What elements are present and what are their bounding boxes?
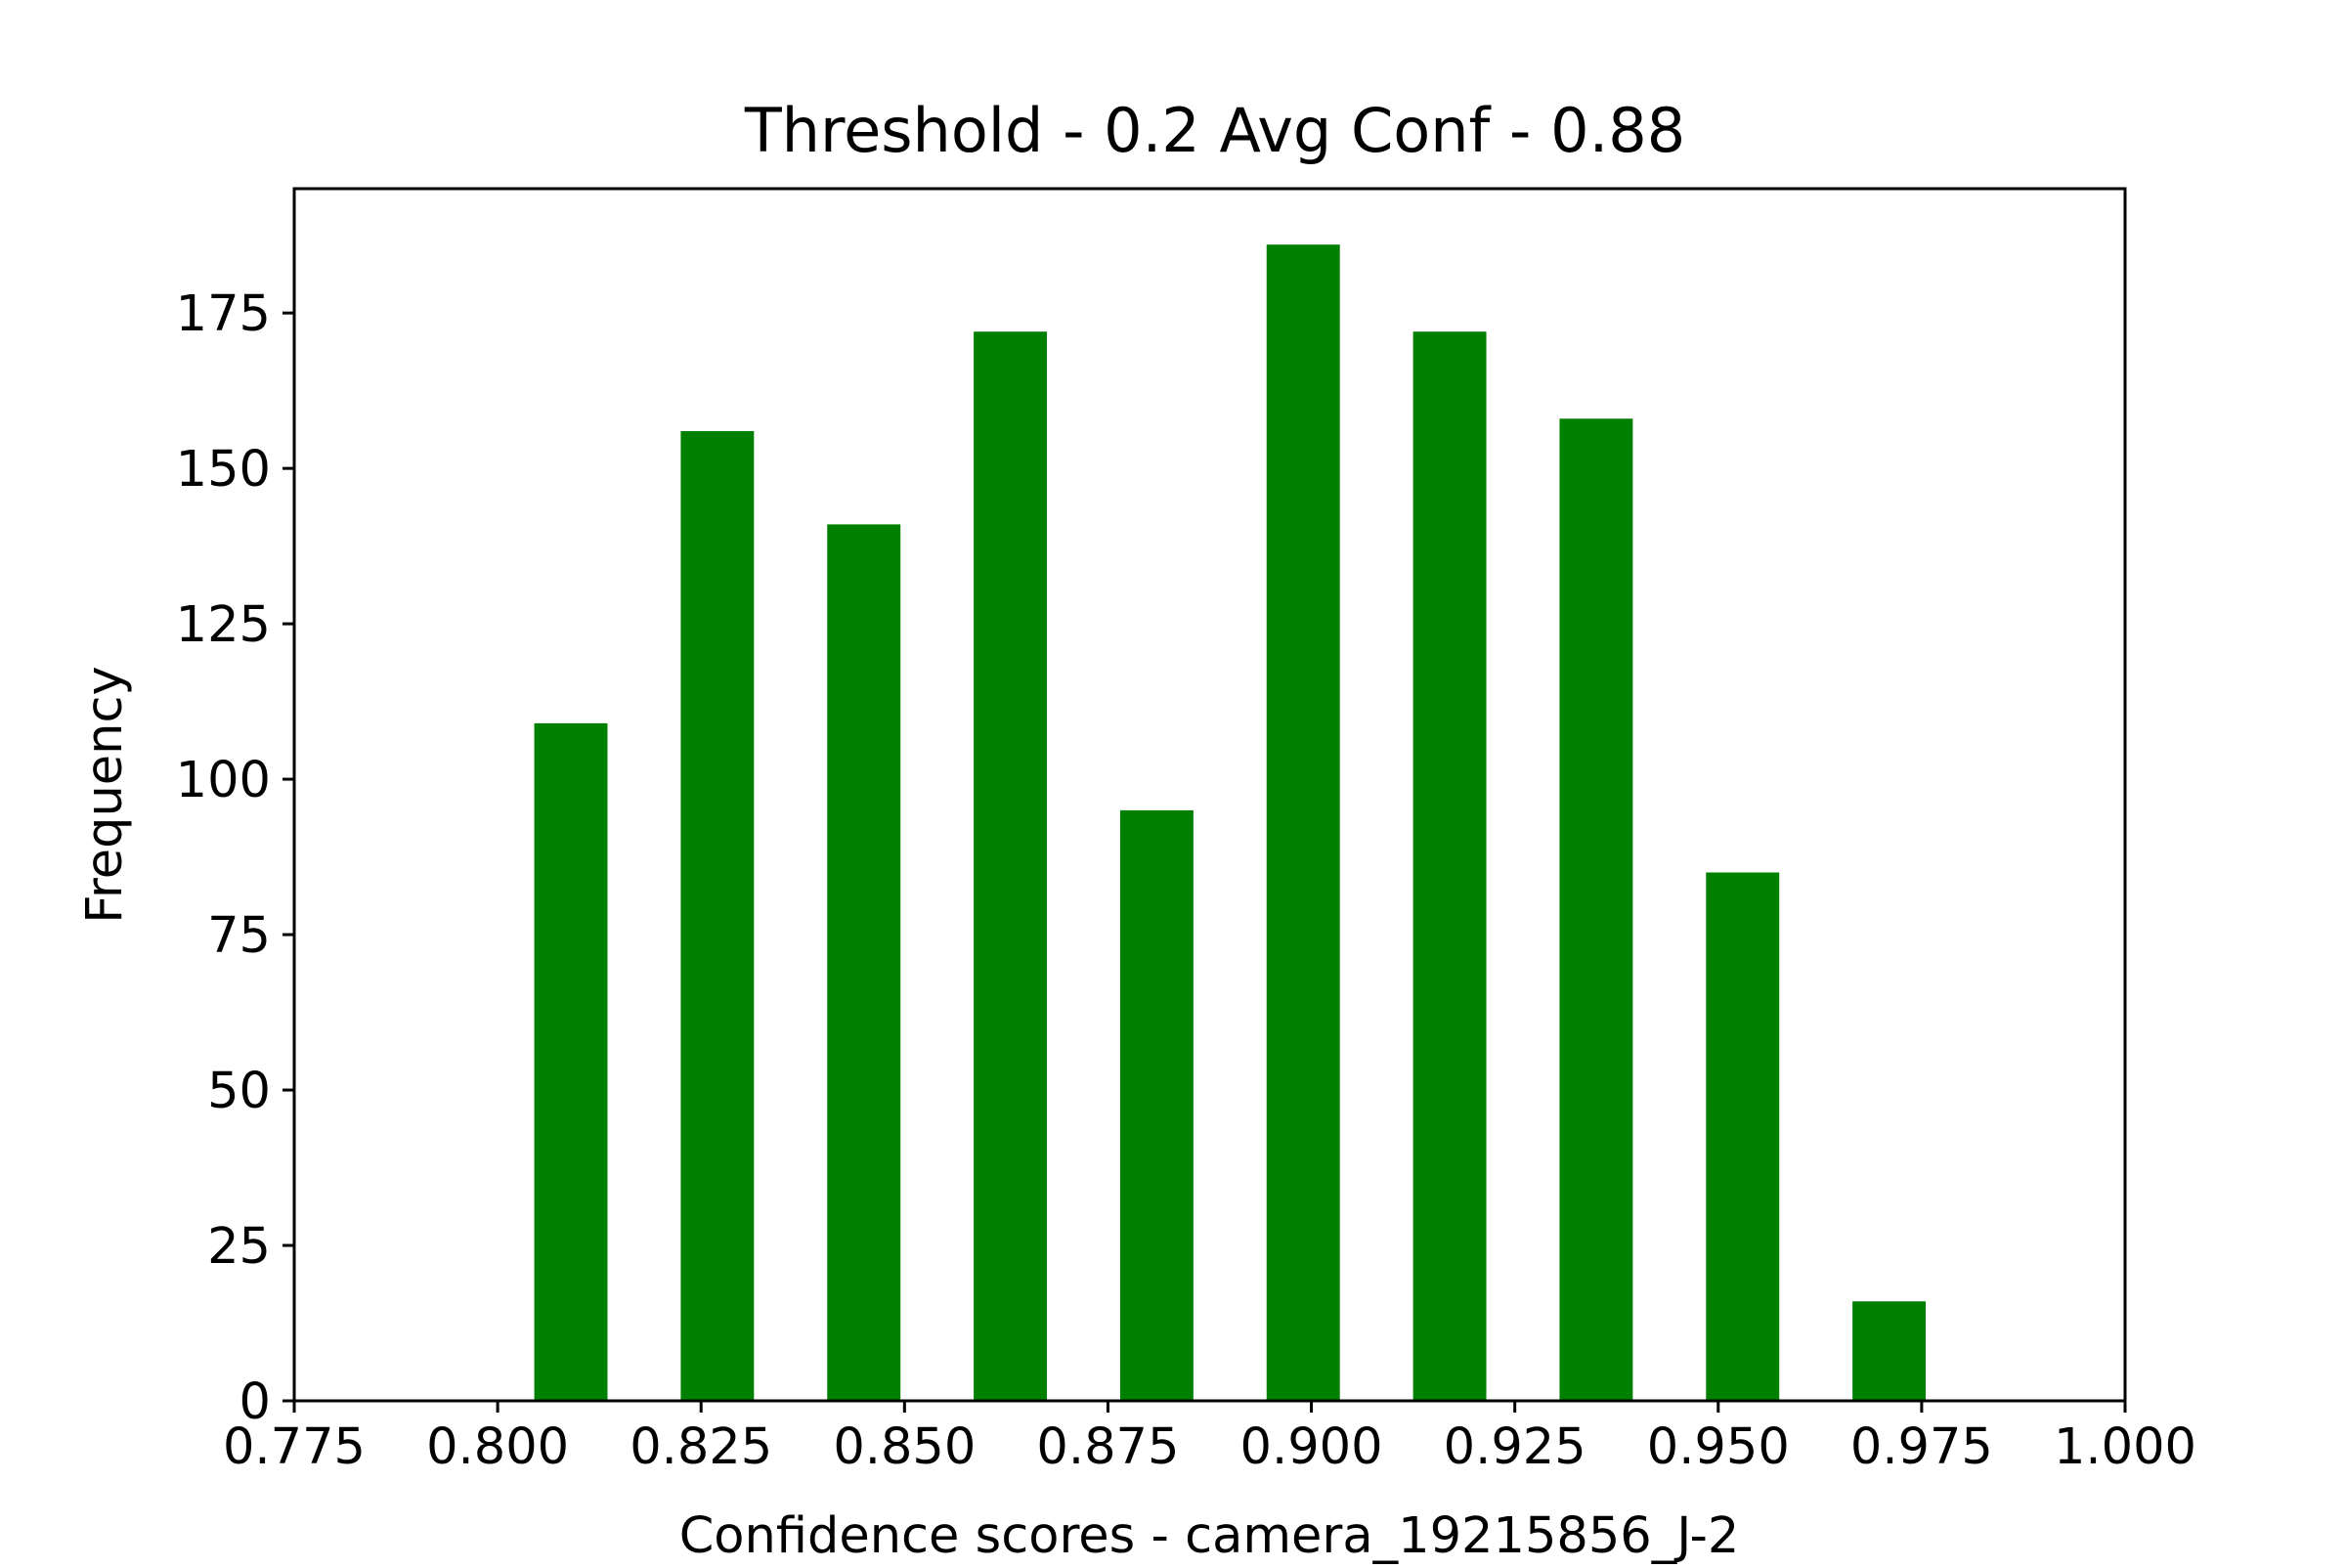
y-axis-label: Frequency [76, 666, 134, 923]
y-tick-label: 25 [207, 1218, 271, 1276]
bar [827, 524, 901, 1401]
bar [1266, 244, 1340, 1402]
x-tick-label: 0.925 [1444, 1418, 1586, 1476]
x-tick-label: 1.000 [2054, 1418, 2196, 1476]
bar [1706, 872, 1780, 1401]
x-tick-label: 0.950 [1647, 1418, 1790, 1476]
x-tick-label: 0.800 [426, 1418, 569, 1476]
x-tick-label: 0.825 [630, 1418, 772, 1476]
bar [974, 331, 1048, 1402]
bar [680, 431, 755, 1401]
x-tick-label: 0.850 [833, 1418, 976, 1476]
bar [1559, 418, 1633, 1401]
y-tick-label: 75 [207, 907, 271, 965]
y-axis-ticks: 0 25 50 75 100 125 150 175 [176, 285, 294, 1431]
plot-frame [292, 187, 2127, 1403]
x-axis-ticks: 0.775 0.800 0.825 0.850 0.875 0.900 0.925 0.950… [223, 1401, 2196, 1476]
chart-title: Threshold - 0.2 Avg Conf - 0.88 [744, 95, 1685, 166]
y-tick-label: 125 [176, 596, 271, 654]
bar [1412, 331, 1487, 1402]
bars-group [534, 244, 1927, 1402]
x-tick-label: 0.900 [1240, 1418, 1383, 1476]
y-tick-label: 175 [176, 285, 271, 343]
bar [1852, 1301, 1927, 1401]
y-tick-label: 100 [176, 752, 271, 809]
x-tick-label: 0.975 [1850, 1418, 1993, 1476]
x-tick-label: 0.875 [1036, 1418, 1179, 1476]
y-tick-label: 50 [207, 1063, 271, 1120]
bar [1119, 809, 1194, 1401]
y-tick-label: 150 [176, 441, 271, 499]
bar [534, 722, 608, 1401]
y-tick-label: 0 [239, 1373, 271, 1431]
x-axis-label: Confidence scores - camera_19215856_J-2 [679, 1507, 1740, 1564]
x-tick-label: 0.775 [223, 1418, 366, 1476]
